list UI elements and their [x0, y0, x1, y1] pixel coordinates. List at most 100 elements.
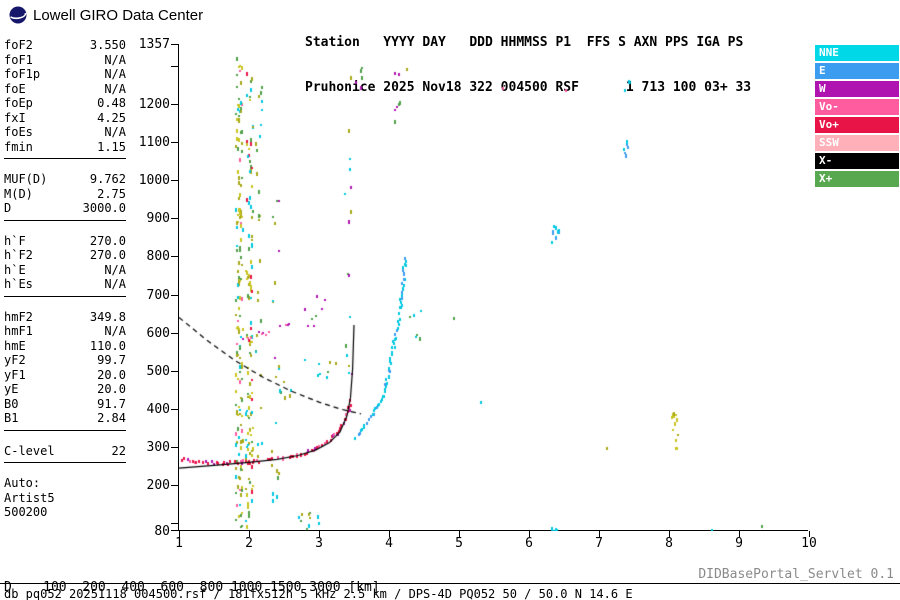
legend-item-x: X- — [815, 153, 899, 169]
y-axis-tick — [171, 530, 178, 531]
y-axis-tick — [171, 408, 178, 410]
param-row-foes: foEs N/A — [4, 125, 126, 140]
param-value: 22 — [111, 443, 126, 458]
param-row-fof2: foF2 3.550 — [4, 38, 126, 53]
param-label: foF1 — [4, 52, 33, 67]
y-axis-tick — [171, 44, 178, 45]
legend-item-nne: NNE — [815, 45, 899, 61]
y-axis-tick-label: 600 — [146, 325, 170, 341]
param-row-h-e: h`E N/A — [4, 263, 126, 278]
auto-label: Auto: — [4, 476, 41, 490]
legend-item-w: W — [815, 81, 899, 97]
param-row-ye: yE 20.0 — [4, 382, 126, 397]
x-axis-tick — [599, 531, 600, 537]
param-label: hmF1 — [4, 324, 33, 338]
param-label: B0 — [4, 396, 19, 411]
x-axis-tick — [809, 531, 810, 537]
auto-version: 500200 — [4, 505, 48, 519]
param-label: foF1p — [4, 67, 41, 81]
param-value: N/A — [104, 324, 126, 338]
x-axis-tick — [739, 531, 740, 537]
param-label: B1 — [4, 411, 19, 425]
y-axis-tick-label: 400 — [146, 401, 170, 417]
y-axis-tick-label: 80 — [154, 524, 170, 539]
x-axis-tick — [249, 531, 250, 537]
ionogram-plot: 1 2 3 4 5 6 7 8 9 10 1357 1200 1100 1000 900 800 700 600 5… — [139, 37, 817, 551]
param-value: N/A — [104, 277, 126, 291]
param-label: h`Es — [4, 277, 33, 291]
x-axis-tick — [389, 531, 390, 537]
param-row-hmf1: hmF1 N/A — [4, 324, 126, 339]
x-axis-tick-label: 8 — [665, 536, 673, 551]
autoscaling-info: Auto: Artist5 500200 — [4, 476, 126, 520]
param-value: 20.0 — [97, 367, 126, 382]
param-label: D — [4, 201, 12, 215]
param-row-foep: foEp 0.48 — [4, 96, 126, 111]
y-axis-tick — [171, 447, 178, 449]
param-row-h-f2: h`F2 270.0 — [4, 248, 126, 263]
param-row-d: D 3000.0 — [4, 201, 126, 216]
param-label: fxI — [4, 110, 26, 125]
y-axis-tick — [171, 180, 178, 182]
param-row-h-es: h`Es N/A — [4, 277, 126, 292]
legend-item-x: X+ — [815, 171, 899, 187]
param-row-b1: B1 2.84 — [4, 411, 126, 426]
param-value: 0.48 — [97, 96, 126, 110]
param-label: foF2 — [4, 38, 33, 52]
param-value: N/A — [104, 262, 126, 277]
footer-status-line: db pq052 20251118 004500.rsf / 181fx512h… — [4, 587, 633, 600]
x-axis-tick-label: 5 — [455, 536, 463, 551]
param-label: yE — [4, 382, 19, 396]
y-axis-tick-label: 700 — [146, 287, 170, 303]
y-axis-tick — [171, 142, 178, 143]
legend-item-e: E — [815, 63, 899, 79]
param-value: 20.0 — [97, 382, 126, 396]
legend-item-vo: Vo+ — [815, 117, 899, 133]
param-group-divider — [4, 158, 126, 159]
param-row-yf1: yF1 20.0 — [4, 368, 126, 383]
x-axis-tick-label: 2 — [245, 536, 253, 551]
param-row-hme: hmE 110.0 — [4, 339, 126, 354]
logo-text: Lowell GIRO Data Center — [33, 6, 204, 24]
y-axis-tick-label: 1357 — [138, 37, 170, 52]
param-value: N/A — [104, 125, 126, 139]
x-axis-tick — [179, 531, 180, 537]
ionogram-canvas — [179, 44, 809, 531]
param-row-h-f: h`F 270.0 — [4, 234, 126, 249]
param-value: 270.0 — [89, 233, 126, 248]
param-label: h`E — [4, 262, 26, 277]
y-axis-tick — [171, 370, 178, 372]
giro-globe-icon — [9, 6, 27, 24]
y-axis-tick-label: 1200 — [138, 96, 170, 112]
y-axis-tick — [171, 256, 178, 258]
param-row-foe: foE N/A — [4, 82, 126, 97]
y-axis-tick-label: 500 — [146, 363, 170, 379]
servlet-version-label: DIDBasePortal_Servlet 0.1 — [698, 567, 894, 582]
y-axis-tick-label: 800 — [146, 249, 170, 265]
param-label: C-level — [4, 443, 55, 458]
x-axis-tick — [319, 531, 320, 537]
param-row-m-d-: M(D) 2.75 — [4, 187, 126, 202]
x-axis-tick-label: 7 — [595, 536, 603, 551]
x-axis-tick-label: 10 — [801, 536, 817, 551]
param-value: 270.0 — [89, 248, 126, 262]
param-value: 99.7 — [97, 353, 126, 367]
x-axis-tick-label: 4 — [385, 536, 393, 551]
param-value: 2.84 — [97, 411, 126, 425]
y-axis-tick — [171, 523, 178, 525]
y-axis-tick — [171, 332, 178, 334]
param-value: 110.0 — [89, 338, 126, 353]
y-axis-tick — [171, 218, 178, 220]
legend-item-vo: Vo- — [815, 99, 899, 115]
param-value: 9.762 — [89, 172, 126, 186]
param-label: foEs — [4, 125, 33, 139]
param-row-fof1p: foF1p N/A — [4, 67, 126, 82]
param-value: 3000.0 — [82, 201, 126, 215]
y-axis-tick-label: 900 — [146, 211, 170, 227]
y-axis-tick-label: 1100 — [138, 135, 170, 150]
y-axis-tick — [171, 65, 178, 67]
param-value: N/A — [104, 67, 126, 81]
distance-row: D 100 200 400 600 800 1000 1500 3000 [km… — [4, 580, 380, 595]
param-label: foEp — [4, 96, 33, 110]
